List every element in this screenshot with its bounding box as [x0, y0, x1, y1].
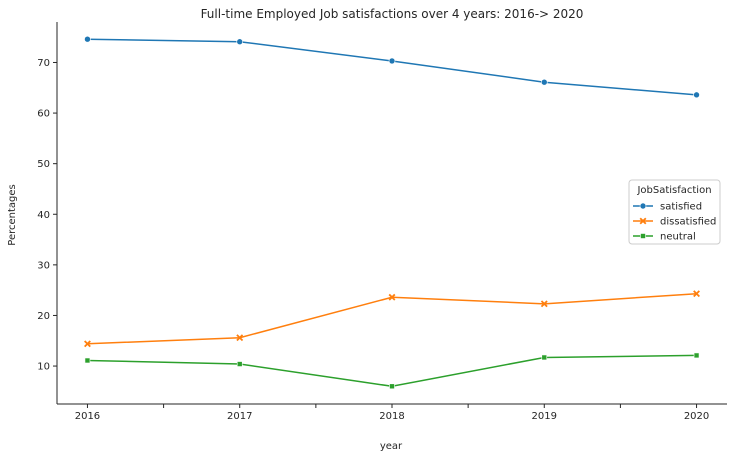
data-point-neutral: [236, 361, 243, 367]
data-point-neutral: [84, 357, 91, 364]
x-tick-label: 2020: [684, 411, 709, 422]
legend-label-satisfied: satisfied: [660, 202, 702, 213]
series-layer: [84, 35, 700, 390]
series-line-neutral: [87, 354, 697, 388]
data-point-dissatisfied: [84, 340, 91, 348]
y-tick-label: 30: [37, 260, 50, 271]
y-tick-label: 10: [37, 362, 50, 373]
x-tick-label: 2016: [75, 411, 100, 422]
y-tick-label: 40: [37, 210, 50, 221]
series-neutral: [84, 352, 700, 390]
data-point-dissatisfied: [693, 290, 700, 298]
series-line-dissatisfied: [87, 292, 697, 345]
x-tick-label: 2018: [379, 411, 404, 422]
series-line-satisfied: [87, 38, 697, 96]
y-axis-title: Percentages: [7, 184, 18, 245]
x-tick-label: 2019: [532, 411, 557, 422]
data-point-satisfied: [236, 38, 244, 46]
legend-title: JobSatisfaction: [636, 185, 711, 196]
data-point-dissatisfied: [540, 300, 548, 308]
axes: 10 20 30 40 50 60 70 2016 2017 2018 2019 2020: [37, 22, 727, 422]
y-tick-label: 60: [37, 109, 50, 120]
legend: JobSatisfaction satisfied dissatisfied neut…: [628, 179, 721, 245]
data-point-neutral: [693, 352, 700, 359]
legend-box: [628, 179, 721, 245]
chart-title: Full-time Employed Job satisfactions ove…: [201, 7, 584, 21]
y-tick-label: 70: [37, 58, 50, 69]
data-point-dissatisfied: [388, 293, 396, 301]
x-axis-title: year: [380, 441, 403, 452]
y-tick-label: 50: [37, 159, 50, 170]
legend-label-dissatisfied: dissatisfied: [660, 217, 716, 228]
data-point-neutral: [389, 383, 395, 390]
legend-label-neutral: neutral: [660, 232, 696, 243]
series-dissatisfied: [84, 290, 700, 348]
data-point-dissatisfied: [236, 334, 244, 342]
legend-marker-dissatisfied: [639, 217, 647, 225]
x-tick-label: 2017: [227, 411, 252, 422]
y-tick-label: 20: [37, 311, 50, 322]
legend-marker-satisfied: [639, 202, 647, 210]
data-point-satisfied: [84, 35, 91, 43]
data-point-neutral: [541, 354, 548, 361]
series-satisfied: [84, 35, 700, 99]
legend-marker-neutral: [640, 233, 646, 239]
data-point-satisfied: [388, 57, 396, 65]
data-point-satisfied: [540, 78, 548, 86]
data-point-satisfied: [693, 91, 700, 99]
